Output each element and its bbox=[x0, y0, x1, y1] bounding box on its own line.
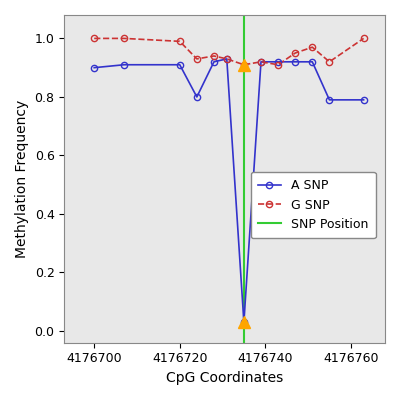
Legend: A SNP, G SNP, SNP Position: A SNP, G SNP, SNP Position bbox=[251, 172, 376, 238]
Y-axis label: Methylation Frequency: Methylation Frequency bbox=[15, 100, 29, 258]
X-axis label: CpG Coordinates: CpG Coordinates bbox=[166, 371, 283, 385]
